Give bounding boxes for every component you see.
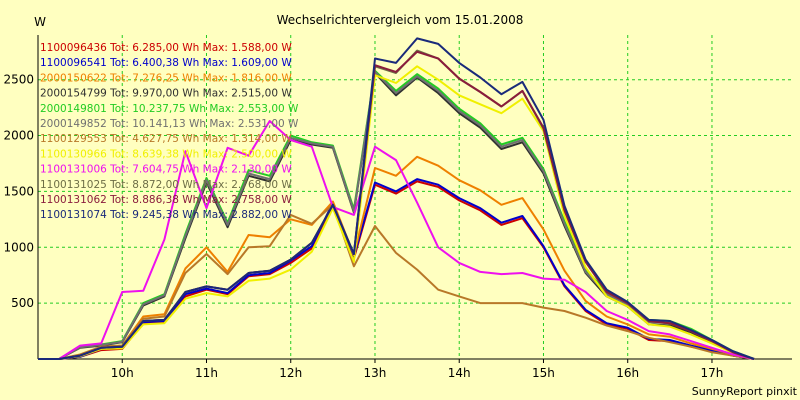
series-line-7 [38,65,755,360]
x-tick-label-1: 11h [195,366,218,380]
footer-text: SunnyReport pinxit [692,385,798,398]
legend-entry-9: 1100131025 Tot: 8.872,00 Wh Max: 2.768,0… [40,179,292,191]
series-line-1 [38,178,755,360]
y-tick-label-1: 1000 [3,240,34,254]
legend-entry-2: 2000150622 Tot: 7.276,25 Wh Max: 1.816,0… [40,72,292,84]
legend-entry-0: 1100096436 Tot: 6.285,00 Wh Max: 1.588,0… [40,42,292,54]
tick-layer: 500 1000 1500 2000 2500 10h 11h 12h 13h 14h 15h 16h… [3,73,723,380]
legend-entry-1: 1100096541 Tot: 6.400,38 Wh Max: 1.609,0… [40,57,292,69]
x-tick-label-3: 13h [364,366,387,380]
x-tick-label-0: 10h [111,366,134,380]
legend-entry-6: 1100129553 Tot: 4.627,75 Wh Max: 1.314,0… [40,133,292,145]
y-axis-label: W [34,15,46,29]
series-line-6 [38,203,755,360]
axes-layer [37,35,792,360]
legend-entry-3: 2000154799 Tot: 9.970,00 Wh Max: 2.515,0… [40,88,292,100]
series-line-2 [38,155,755,360]
x-tick-label-7: 17h [701,366,724,380]
y-tick-label-3: 2000 [3,129,34,143]
legend-entry-7: 1100130966 Tot: 8.639,38 Wh Max: 2.500,0… [40,148,292,160]
x-tick-label-2: 12h [279,366,302,380]
y-tick-label-0: 500 [11,296,34,310]
x-tick-label-5: 15h [532,366,555,380]
series-line-8 [38,120,755,360]
x-tick-label-4: 14h [448,366,471,380]
legend-entry-5: 2000149852 Tot: 10.141,13 Wh Max: 2.531,… [40,118,299,130]
series-layer [38,37,755,360]
legend-entry-11: 1100131074 Tot: 9.245,38 Wh Max: 2.882,0… [40,209,292,221]
series-line-11 [38,37,755,360]
legend-entry-10: 1100131062 Tot: 8.886,38 Wh Max: 2.758,0… [40,194,292,206]
x-tick-label-6: 16h [616,366,639,380]
legend-entry-8: 1100131006 Tot: 7.604,75 Wh Max: 2.130,0… [40,164,292,176]
y-tick-label-2: 1500 [3,184,34,198]
legend: 1100096436 Tot: 6.285,00 Wh Max: 1.588,0… [40,42,299,221]
legend-entry-4: 2000149801 Tot: 10.237,75 Wh Max: 2.553,… [40,103,299,115]
y-tick-label-4: 2500 [3,73,34,87]
chart-title: Wechselrichtervergleich vom 15.01.2008 [277,13,524,27]
